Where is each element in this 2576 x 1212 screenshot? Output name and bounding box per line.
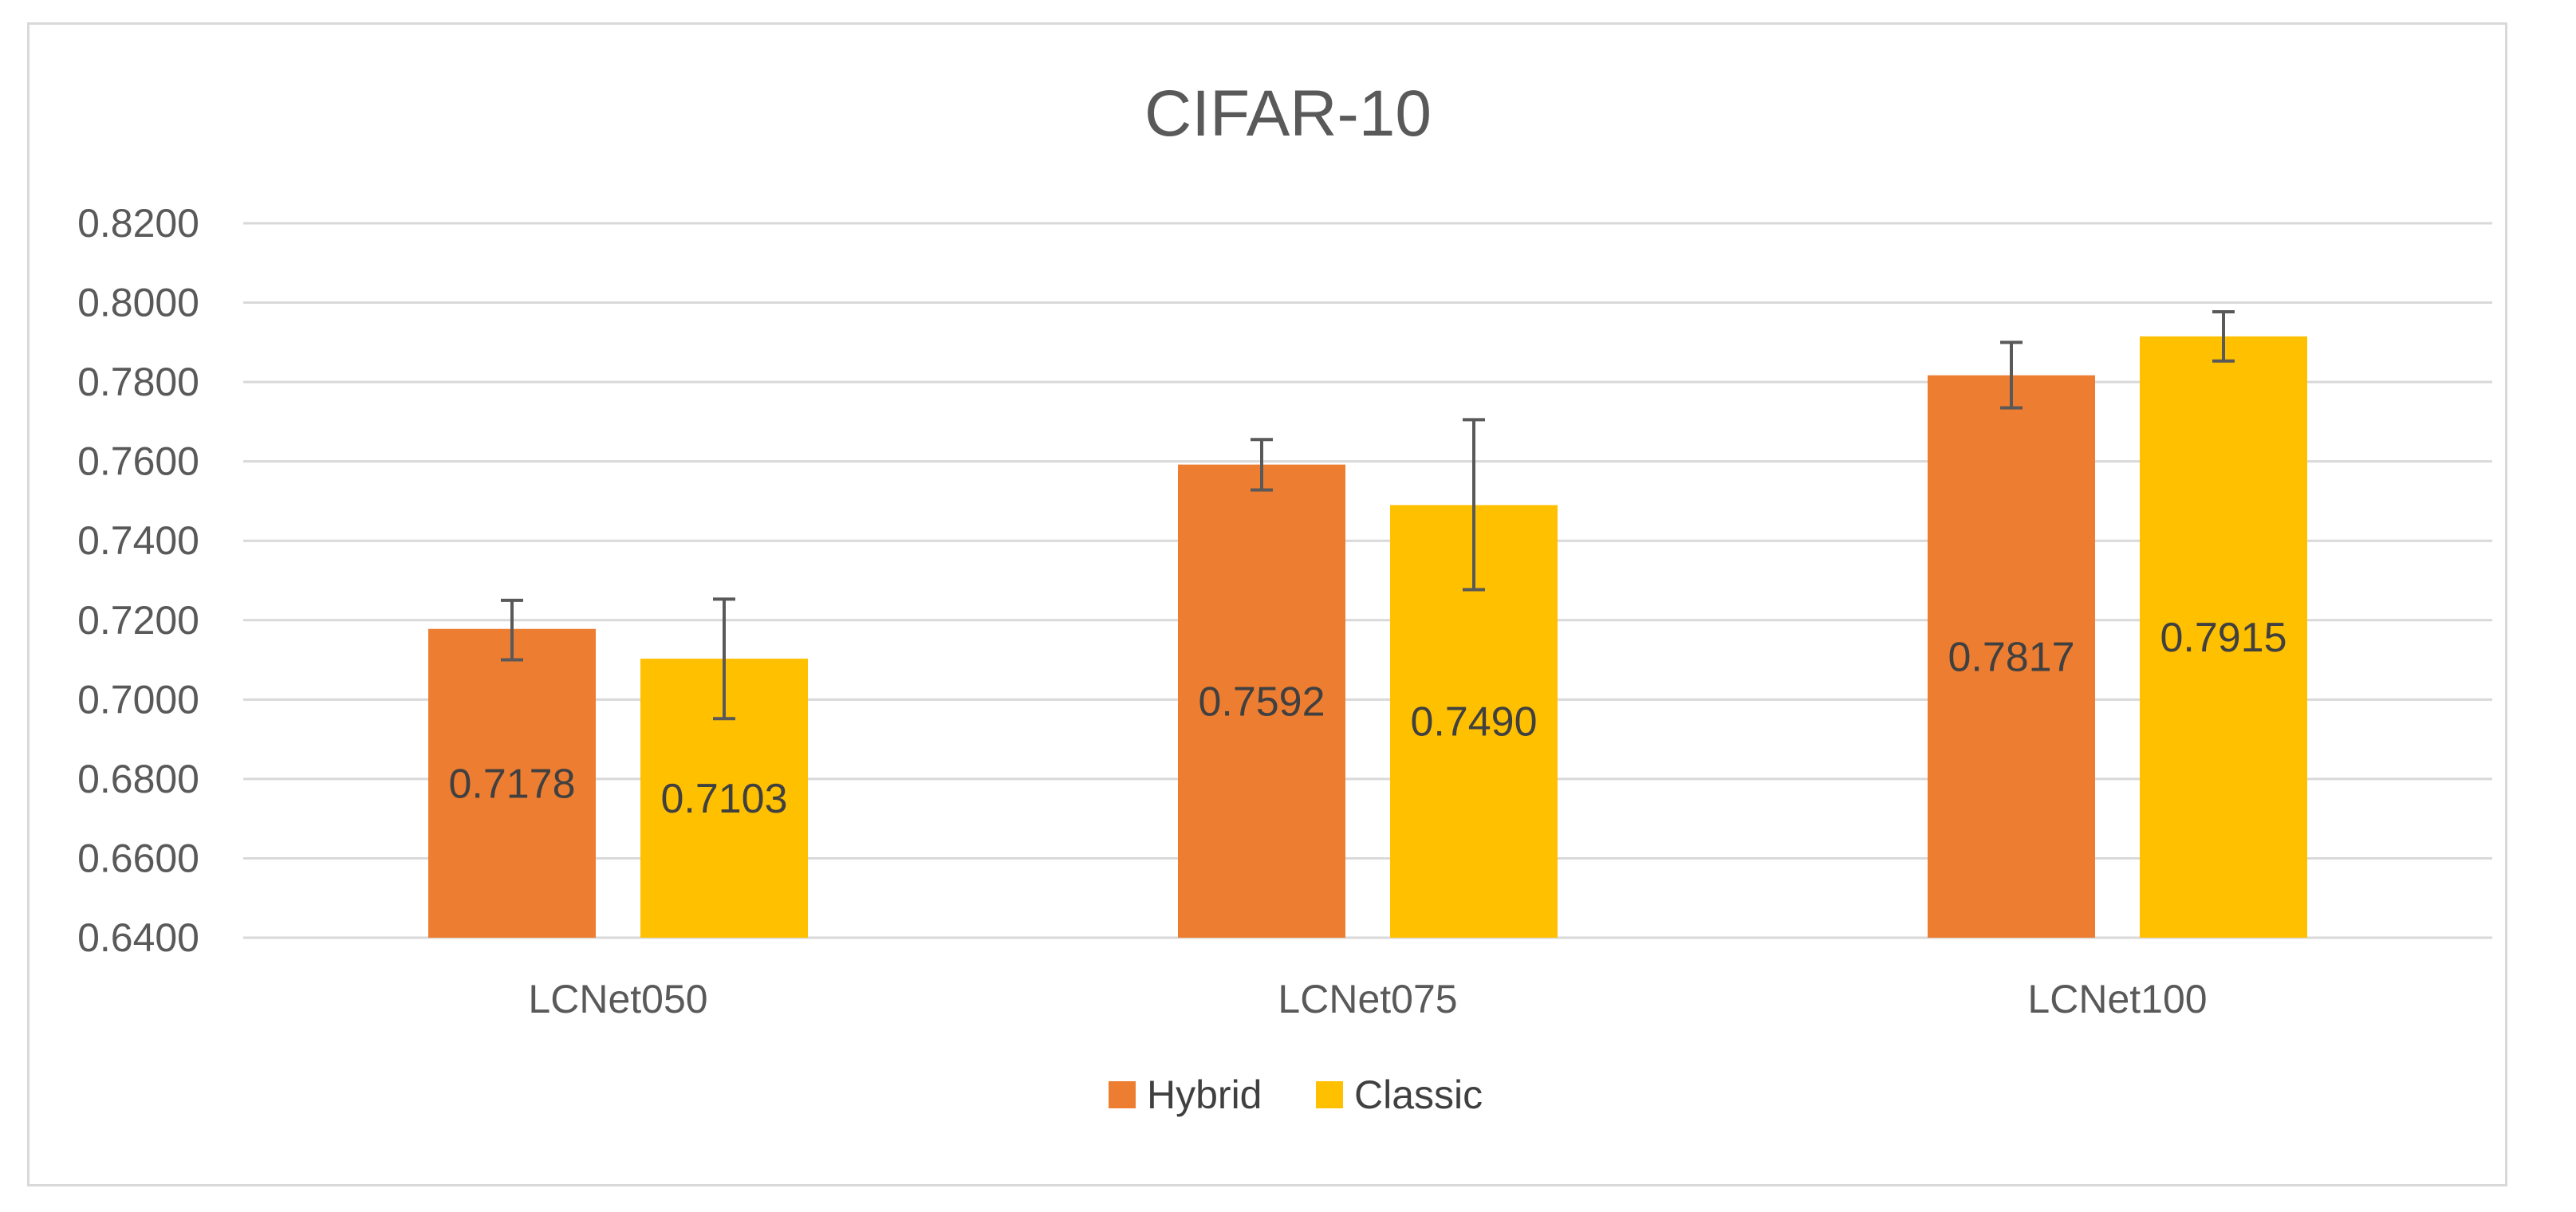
y-tick-label: 0.6600 bbox=[77, 836, 199, 880]
data-labels: 0.7178 0.7103 0.7592 0.7490 0.7817 0.7915 bbox=[448, 615, 2286, 822]
data-label: 0.7490 bbox=[1410, 699, 1537, 746]
legend-label-classic: Classic bbox=[1354, 1072, 1483, 1117]
bar-hybrid bbox=[1928, 375, 2095, 938]
data-label: 0.7817 bbox=[1948, 634, 2074, 680]
x-category-label: LCNet050 bbox=[528, 977, 707, 1021]
x-axis-category-labels: LCNet050 LCNet075 LCNet100 bbox=[528, 977, 2207, 1021]
y-tick-label: 0.7600 bbox=[77, 439, 199, 484]
y-tick-label: 0.7200 bbox=[77, 598, 199, 643]
bars bbox=[428, 336, 2307, 938]
x-category-label: LCNet100 bbox=[2027, 977, 2207, 1021]
legend-label-hybrid: Hybrid bbox=[1147, 1072, 1262, 1117]
x-category-label: LCNet075 bbox=[1278, 977, 1457, 1021]
bar-classic bbox=[2140, 336, 2307, 938]
data-label: 0.7178 bbox=[448, 761, 575, 807]
legend-swatch-hybrid bbox=[1109, 1081, 1136, 1108]
y-tick-label: 0.7400 bbox=[77, 518, 199, 563]
y-tick-label: 0.8000 bbox=[77, 281, 199, 325]
chart-title: CIFAR-10 bbox=[1144, 77, 1432, 150]
y-tick-label: 0.6400 bbox=[77, 915, 199, 960]
bar-hybrid bbox=[1178, 464, 1345, 938]
grid-lines bbox=[243, 222, 2492, 939]
error-bars bbox=[501, 310, 2235, 721]
bar-hybrid bbox=[428, 628, 596, 938]
y-axis-tick-labels: 0.6400 0.6600 0.6800 0.7000 0.7200 0.7400 0.76… bbox=[77, 201, 199, 960]
y-tick-label: 0.6800 bbox=[77, 757, 199, 801]
legend: Hybrid Classic bbox=[1109, 1072, 1483, 1117]
y-tick-label: 0.8200 bbox=[77, 201, 199, 246]
y-tick-label: 0.7000 bbox=[77, 677, 199, 722]
legend-swatch-classic bbox=[1316, 1081, 1343, 1108]
data-label: 0.7915 bbox=[2160, 615, 2286, 661]
y-tick-label: 0.7800 bbox=[77, 360, 199, 404]
data-label: 0.7103 bbox=[660, 776, 787, 822]
data-label: 0.7592 bbox=[1198, 679, 1325, 725]
